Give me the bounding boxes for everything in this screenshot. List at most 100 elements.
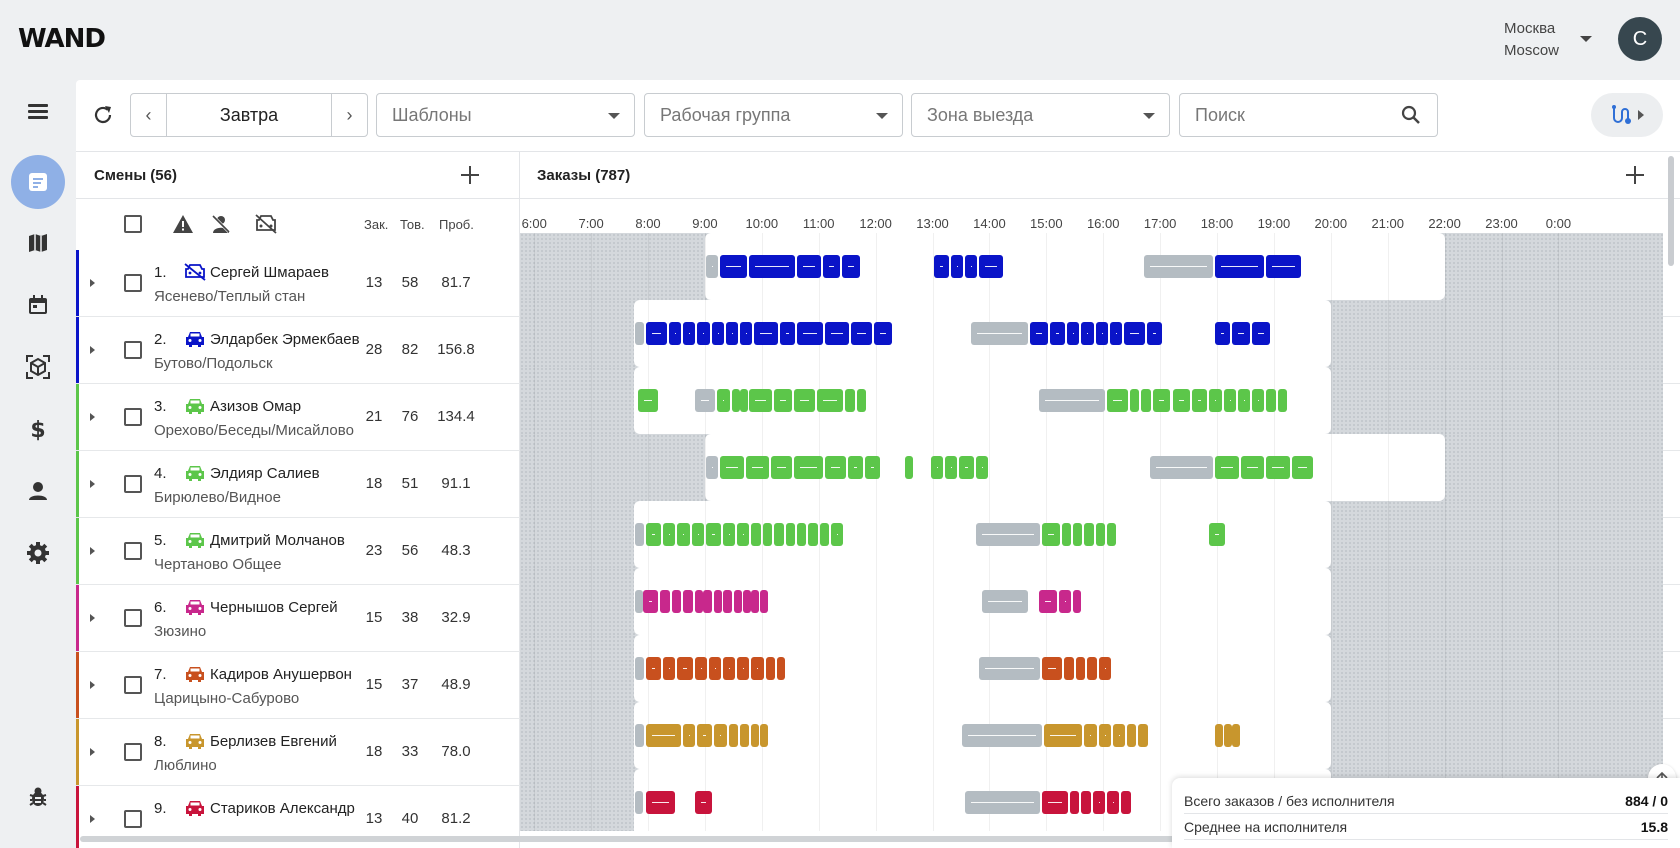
- travel-segment[interactable]: [634, 523, 645, 546]
- goods-column-header[interactable]: Тов.: [400, 216, 425, 232]
- order-segment[interactable]: [1095, 523, 1106, 546]
- travel-segment[interactable]: [634, 590, 643, 613]
- order-segment[interactable]: [683, 724, 696, 747]
- select-all-checkbox[interactable]: [124, 198, 142, 250]
- order-segment[interactable]: [1124, 322, 1145, 345]
- order-segment[interactable]: [1107, 791, 1120, 814]
- order-segment[interactable]: [1209, 523, 1225, 546]
- map-icon[interactable]: [16, 221, 60, 265]
- order-segment[interactable]: [759, 590, 768, 613]
- expand-arrow-icon[interactable]: [90, 480, 95, 488]
- order-segment[interactable]: [1098, 657, 1111, 680]
- order-segment[interactable]: [751, 523, 761, 546]
- order-segment[interactable]: [740, 389, 749, 412]
- order-segment[interactable]: [1237, 389, 1251, 412]
- order-segment[interactable]: [1070, 791, 1080, 814]
- expand-arrow-icon[interactable]: [90, 279, 95, 287]
- order-segment[interactable]: [777, 657, 786, 680]
- no-courier-icon[interactable]: [210, 198, 232, 250]
- order-segment[interactable]: [796, 523, 807, 546]
- travel-segment[interactable]: [705, 255, 719, 278]
- expand-arrow-icon[interactable]: [90, 547, 95, 555]
- order-segment[interactable]: [1081, 322, 1094, 345]
- order-segment[interactable]: [637, 389, 659, 412]
- travel-segment[interactable]: [634, 322, 645, 345]
- order-segment[interactable]: [1109, 322, 1123, 345]
- bug-icon[interactable]: [16, 775, 60, 819]
- order-segment[interactable]: [668, 322, 682, 345]
- order-segment[interactable]: [842, 255, 861, 278]
- order-segment[interactable]: [831, 523, 844, 546]
- order-segment[interactable]: [714, 724, 727, 747]
- order-segment[interactable]: [1075, 657, 1086, 680]
- city-selector[interactable]: Москва Moscow: [1504, 18, 1559, 62]
- order-segment[interactable]: [754, 322, 778, 345]
- shift-checkbox[interactable]: [124, 676, 142, 694]
- order-segment[interactable]: [1146, 322, 1162, 345]
- order-segment[interactable]: [1087, 657, 1097, 680]
- settings-icon[interactable]: [16, 531, 60, 575]
- order-segment[interactable]: [708, 657, 721, 680]
- order-segment[interactable]: [737, 523, 750, 546]
- travel-segment[interactable]: [1144, 255, 1214, 278]
- order-segment[interactable]: [1098, 724, 1111, 747]
- order-segment[interactable]: [1215, 322, 1231, 345]
- order-segment[interactable]: [759, 724, 768, 747]
- order-segment[interactable]: [728, 724, 739, 747]
- shift-checkbox[interactable]: [124, 408, 142, 426]
- order-segment[interactable]: [720, 456, 744, 479]
- order-segment[interactable]: [742, 590, 751, 613]
- order-segment[interactable]: [1215, 724, 1224, 747]
- person-icon[interactable]: [16, 469, 60, 513]
- order-segment[interactable]: [1107, 523, 1117, 546]
- order-segment[interactable]: [950, 255, 963, 278]
- order-segment[interactable]: [745, 456, 770, 479]
- warning-icon[interactable]: [172, 198, 194, 250]
- order-segment[interactable]: [691, 523, 704, 546]
- order-segment[interactable]: [1291, 456, 1313, 479]
- order-segment[interactable]: [697, 322, 710, 345]
- order-segment[interactable]: [722, 657, 736, 680]
- order-segment[interactable]: [646, 724, 682, 747]
- order-segment[interactable]: [1266, 389, 1276, 412]
- order-segment[interactable]: [646, 523, 662, 546]
- order-segment[interactable]: [663, 657, 676, 680]
- order-segment[interactable]: [751, 657, 764, 680]
- shift-checkbox[interactable]: [124, 542, 142, 560]
- city-dropdown-icon[interactable]: [1580, 36, 1592, 42]
- add-shift-icon[interactable]: [459, 164, 481, 186]
- order-segment[interactable]: [1240, 456, 1265, 479]
- order-segment[interactable]: [731, 389, 740, 412]
- order-segment[interactable]: [1072, 590, 1081, 613]
- no-car-icon[interactable]: [254, 198, 278, 250]
- order-segment[interactable]: [694, 657, 707, 680]
- search-icon[interactable]: [1401, 105, 1421, 125]
- order-segment[interactable]: [677, 657, 693, 680]
- order-segment[interactable]: [714, 590, 723, 613]
- order-segment[interactable]: [851, 322, 872, 345]
- order-segment[interactable]: [1030, 322, 1049, 345]
- date-prev-button[interactable]: ‹: [131, 94, 167, 136]
- order-segment[interactable]: [748, 255, 795, 278]
- add-order-icon[interactable]: [1624, 164, 1646, 186]
- date-next-button[interactable]: ›: [331, 94, 367, 136]
- order-segment[interactable]: [1152, 389, 1171, 412]
- order-segment[interactable]: [677, 523, 690, 546]
- menu-icon[interactable]: [16, 89, 60, 133]
- travel-segment[interactable]: [1038, 389, 1106, 412]
- order-segment[interactable]: [1215, 255, 1265, 278]
- order-segment[interactable]: [1129, 389, 1140, 412]
- order-segment[interactable]: [643, 590, 659, 613]
- shift-checkbox[interactable]: [124, 274, 142, 292]
- order-segment[interactable]: [779, 322, 795, 345]
- shift-row[interactable]: 9. Стариков Александр 13 40 81.2: [76, 786, 1680, 848]
- order-segment[interactable]: [1223, 389, 1236, 412]
- order-segment[interactable]: [816, 389, 844, 412]
- order-segment[interactable]: [694, 791, 713, 814]
- order-segment[interactable]: [737, 657, 750, 680]
- order-segment[interactable]: [660, 590, 670, 613]
- warehouse-icon[interactable]: [16, 345, 60, 389]
- order-segment[interactable]: [1172, 389, 1191, 412]
- order-segment[interactable]: [785, 523, 795, 546]
- expand-arrow-icon[interactable]: [90, 815, 95, 823]
